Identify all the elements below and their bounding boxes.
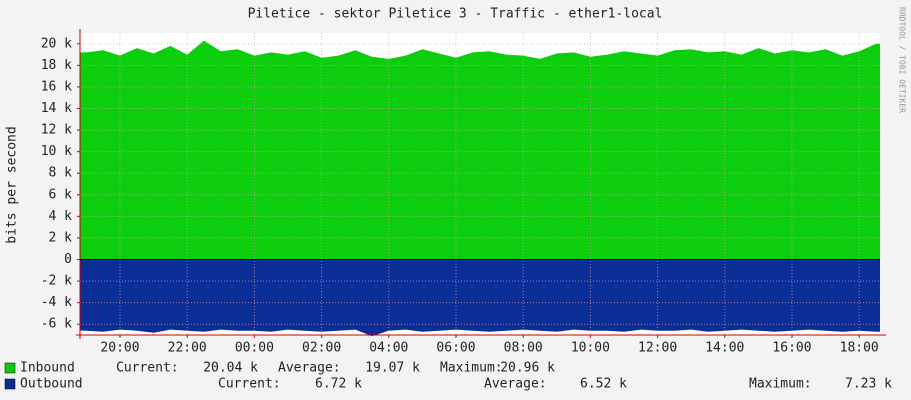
legend-label: Outbound: [20, 377, 83, 392]
y-tick-label: -4 k: [41, 295, 72, 310]
legend-stat-value: 19.07 k: [365, 361, 420, 376]
legend-stat-label: Maximum:: [749, 377, 812, 392]
area: [80, 40, 880, 260]
x-tick-label: 10:00: [571, 341, 610, 356]
legend-stat-label: Maximum:: [440, 361, 503, 376]
legend-stat-label: Current:: [218, 377, 281, 392]
legend-stat-value: 6.52 k: [580, 377, 627, 392]
legend-swatch: [4, 378, 16, 390]
legend-stat-value: 20.04 k: [203, 361, 258, 376]
y-tick-label: 18 k: [41, 58, 72, 73]
y-tick-label: -2 k: [41, 274, 72, 289]
y-axis-label: bits per second: [5, 126, 20, 243]
x-tick-label: 06:00: [436, 341, 475, 356]
y-tick-label: 8 k: [49, 166, 73, 181]
legend-stat-label: Average:: [278, 361, 341, 376]
y-tick-label: 10 k: [41, 144, 72, 159]
legend-stat-label: Current:: [116, 361, 179, 376]
legend-stat-value: 6.72 k: [315, 377, 362, 392]
y-tick-label: 16 k: [41, 79, 72, 94]
watermark: RRDTOOL / TOBI OETIKER: [898, 7, 907, 113]
y-tick-label: 12 k: [41, 123, 72, 138]
legend-stat-value: 7.23 k: [845, 377, 892, 392]
legend-swatch: [4, 362, 16, 374]
x-tick-label: 04:00: [369, 341, 408, 356]
legend-label: Inbound: [20, 361, 75, 376]
x-tick-label: 20:00: [100, 341, 139, 356]
legend-stat-value: 20.96 k: [500, 361, 555, 376]
legend-stat-label: Average:: [484, 377, 547, 392]
y-tick-label: 14 k: [41, 101, 72, 116]
x-tick-label: 16:00: [772, 341, 811, 356]
x-tick-label: 22:00: [168, 341, 207, 356]
y-tick-label: -6 k: [41, 317, 72, 332]
y-tick-label: 6 k: [49, 187, 73, 202]
y-tick-label: 0: [64, 252, 72, 267]
chart-title: Piletice - sektor Piletice 3 - Traffic -…: [248, 7, 663, 22]
area: [80, 259, 880, 337]
x-tick-label: 02:00: [302, 341, 341, 356]
x-tick-label: 14:00: [705, 341, 744, 356]
x-tick-label: 12:00: [638, 341, 677, 356]
y-tick-label: 20 k: [41, 36, 72, 51]
x-tick-label: 18:00: [840, 341, 879, 356]
y-tick-label: 2 k: [49, 230, 73, 245]
x-tick-label: 00:00: [235, 341, 274, 356]
x-tick-label: 08:00: [504, 341, 543, 356]
y-tick-label: 4 k: [49, 209, 73, 224]
